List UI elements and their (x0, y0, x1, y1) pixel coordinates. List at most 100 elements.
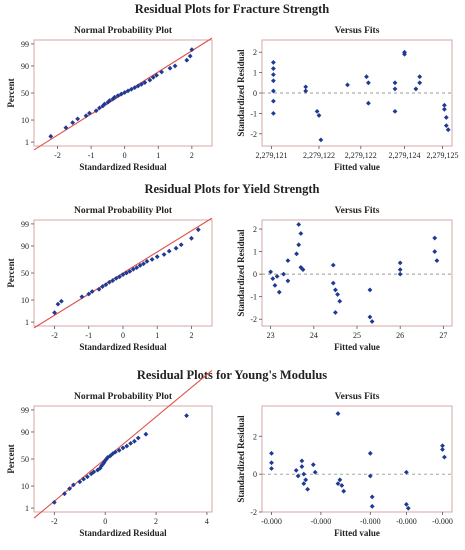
data-point (270, 276, 276, 282)
data-points (269, 411, 447, 511)
section-title: Residual Plots for Young's Modulus (137, 368, 327, 382)
data-point (48, 133, 54, 139)
x-tick-label: -2 (54, 151, 61, 160)
versus-fits-plot: Versus Fits 2,279,121 2,279,122 2,279,122 2,… (236, 26, 459, 172)
data-point (130, 266, 136, 272)
y-tick-label: 1 (25, 504, 29, 513)
data-point (91, 469, 97, 475)
data-point (137, 263, 143, 268)
y-axis-label: Standardized Residual (236, 49, 246, 137)
data-point (79, 294, 85, 300)
data-point (369, 503, 375, 509)
y-tick-label: -1 (250, 293, 257, 302)
panel-title: Versus Fits (335, 392, 380, 402)
data-point (70, 120, 76, 126)
data-point (135, 83, 141, 89)
x-tick-label: -0.000 (311, 517, 332, 526)
data-points (48, 47, 195, 139)
data-point (81, 476, 86, 482)
residual-section-1: Residual Plots for Fracture Strength Norm… (6, 2, 459, 172)
data-point (316, 113, 322, 118)
y-tick-label: -2 (250, 130, 257, 139)
x-tick-label: 2,279,121 (256, 151, 288, 160)
data-point (442, 106, 447, 112)
data-point (271, 72, 276, 78)
y-tick-label: 10 (21, 296, 29, 305)
section-title: Residual Plots for Yield Strength (144, 182, 319, 196)
data-point (367, 473, 373, 479)
data-point (413, 86, 419, 92)
y-axis-label: Standardized Residual (236, 229, 246, 317)
data-point (135, 435, 141, 441)
data-point (105, 455, 111, 460)
data-point (161, 252, 167, 257)
x-tick-label: 2 (190, 151, 194, 160)
data-point (154, 72, 159, 78)
panel-title: Normal Probability Plot (74, 26, 173, 36)
data-point (404, 502, 409, 507)
data-point (271, 98, 276, 104)
x-tick-label: 4 (205, 517, 209, 526)
data-point (141, 261, 146, 267)
panel-title: Normal Probability Plot (74, 206, 173, 216)
data-point (432, 235, 438, 241)
x-tick-label: -0.000 (360, 517, 381, 526)
normal-probability-plot: Normal Probability Plot -2 -1 0 1 2 1 10 50 90 99 S… (6, 26, 213, 172)
data-point (305, 486, 310, 492)
data-point (75, 116, 81, 122)
data-point (107, 98, 112, 103)
data-point (296, 242, 302, 248)
data-point (62, 491, 67, 497)
data-point (144, 258, 150, 264)
data-point (269, 466, 274, 471)
panel-title: Versus Fits (335, 26, 380, 36)
x-tick-label: 24 (310, 331, 318, 340)
data-point (285, 278, 291, 284)
y-axis-label: Percent (6, 258, 16, 287)
data-point (58, 298, 64, 304)
x-tick-label: 2,279,125 (427, 151, 459, 160)
y-tick-label: 99 (21, 40, 29, 49)
data-point (296, 222, 302, 227)
data-point (147, 77, 153, 83)
data-point (51, 499, 57, 505)
data-point (405, 505, 411, 511)
data-point (189, 47, 195, 53)
data-point (397, 271, 403, 277)
residual-section-2: Residual Plots for Yield Strength Normal … (6, 182, 453, 352)
x-tick-label: 26 (396, 331, 404, 340)
data-point (143, 431, 149, 437)
data-point (392, 80, 398, 86)
data-point (303, 88, 309, 94)
data-point (417, 80, 423, 86)
data-point (330, 262, 336, 268)
x-tick-label: 2,279,122 (345, 151, 377, 160)
plot-frame (261, 39, 453, 147)
x-axis-label: Fitted value (334, 528, 380, 538)
data-point (127, 269, 133, 274)
data-point (106, 279, 112, 285)
data-point (404, 469, 409, 475)
residual-section-3: Residual Plots for Young's ModulusNormal… (6, 368, 453, 538)
data-point (298, 231, 304, 236)
section-title: Residual Plots for Fracture Strength (135, 2, 329, 16)
x-tick-label: -2 (51, 517, 58, 526)
versus-fits-plot: Versus Fits -0.000 -0.000 -0.000 -0.000 -0.00… (236, 392, 453, 538)
y-tick-label: 90 (21, 242, 29, 251)
data-point (128, 86, 134, 92)
x-axis-label: Standardized Residual (79, 342, 167, 352)
data-point (150, 75, 156, 80)
data-point (310, 462, 316, 468)
data-point (341, 488, 347, 494)
normal-probability-plot: Normal Probability Plot -2 0 2 4 1 10 50 90 99 Sta… (6, 369, 213, 538)
data-point (187, 53, 193, 59)
data-point (335, 292, 340, 297)
x-tick-label: 1 (155, 331, 159, 340)
data-point (314, 108, 320, 114)
data-point (97, 465, 103, 471)
data-point (122, 90, 128, 95)
x-tick-label: -2 (51, 331, 58, 340)
data-point (443, 115, 449, 120)
x-tick-label: 0 (123, 151, 127, 160)
data-point (301, 471, 307, 477)
